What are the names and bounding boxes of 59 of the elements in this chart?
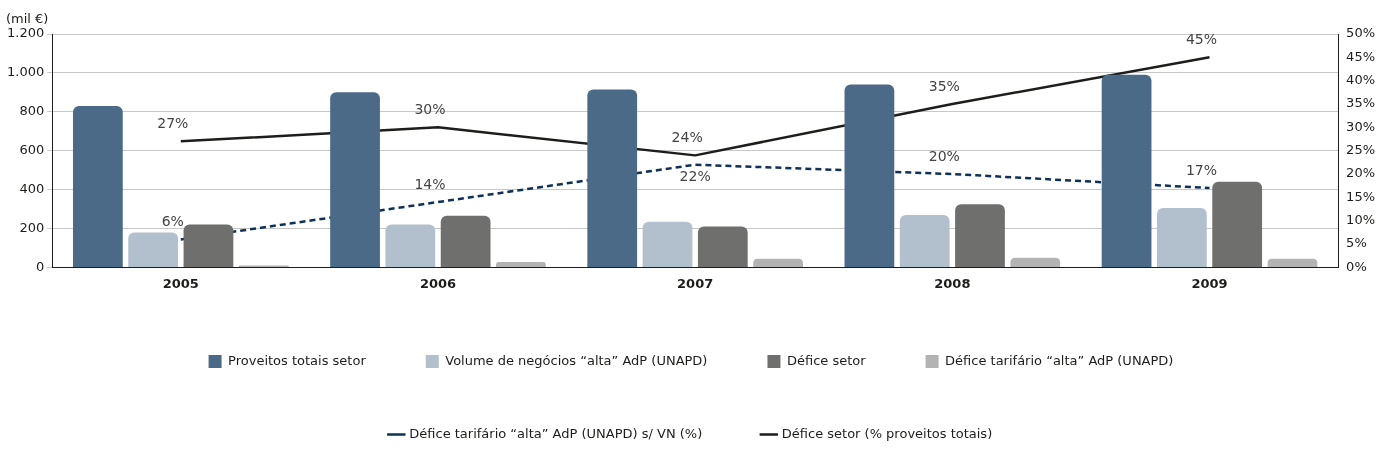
- data-label: 45%: [1185, 30, 1218, 47]
- bar: [753, 258, 803, 267]
- bar: [899, 214, 950, 267]
- y2-tick-label: 40%: [1346, 72, 1376, 88]
- y-tick-label: 0: [35, 258, 45, 274]
- bar: [440, 215, 491, 267]
- data-label: 35%: [928, 77, 960, 94]
- x-tick-label: 2009: [1191, 275, 1228, 291]
- data-label: 20%: [928, 147, 960, 164]
- y2-tick-label: 35%: [1346, 95, 1376, 111]
- data-label: 30%: [414, 101, 446, 117]
- bar: [1101, 74, 1152, 267]
- y-axis-title: (mil €): [6, 10, 49, 26]
- y-tick-label: 800: [19, 103, 45, 119]
- x-tick-label: 2008: [934, 275, 971, 291]
- x-tick-label: 2005: [162, 275, 199, 291]
- bar: [844, 84, 895, 267]
- bar: [1010, 257, 1061, 267]
- bar: [385, 224, 436, 267]
- y2-tick-label: 30%: [1346, 118, 1376, 134]
- bar: [128, 232, 179, 267]
- y2-tick-label: 50%: [1346, 25, 1376, 41]
- bar: [1156, 208, 1207, 267]
- y2-tick-label: 0%: [1346, 258, 1367, 274]
- y2-tick-label: 45%: [1346, 48, 1376, 64]
- y-tick-label: 400: [19, 180, 45, 196]
- legend-label: Défice setor: [786, 352, 867, 368]
- data-label: 14%: [414, 175, 446, 192]
- data-label: 24%: [671, 129, 703, 146]
- legend-label: Défice tarifário “alta” AdP (UNAPD): [945, 352, 1174, 368]
- data-label: 6%: [161, 213, 184, 230]
- bar: [330, 92, 380, 267]
- data-label: 22%: [679, 168, 711, 185]
- legend-label: Défice setor (% proveitos totais): [781, 425, 993, 441]
- y-tick-label: 600: [19, 142, 45, 158]
- y2-tick-label: 25%: [1346, 142, 1376, 158]
- bar: [1267, 258, 1318, 267]
- bar: [955, 204, 1005, 267]
- y2-tick-label: 10%: [1346, 212, 1376, 228]
- x-tick-label: 2007: [677, 275, 714, 291]
- y-tick-label: 200: [19, 219, 45, 235]
- y-tick-label: 1.200: [7, 25, 45, 41]
- legend-label: Volume de negócios “alta” AdP (UNAPD): [445, 352, 708, 368]
- bar: [697, 226, 748, 267]
- legend-label: Proveitos totais setor: [228, 352, 367, 368]
- bar: [642, 221, 693, 267]
- data-label: 27%: [157, 115, 189, 131]
- y2-tick-label: 15%: [1346, 188, 1376, 204]
- y2-tick-label: 20%: [1346, 165, 1376, 181]
- bar: [496, 261, 546, 267]
- y2-tick-label: 5%: [1346, 235, 1367, 251]
- data-label: 17%: [1185, 161, 1218, 178]
- bar: [587, 89, 638, 267]
- y-tick-label: 1.000: [7, 64, 45, 80]
- bar: [72, 105, 123, 267]
- bar: [183, 224, 234, 267]
- legend-label: Défice tarifário “alta” AdP (UNAPD) s/ VN (%): [409, 425, 703, 441]
- x-tick-label: 2006: [419, 275, 457, 291]
- bar: [1212, 181, 1263, 267]
